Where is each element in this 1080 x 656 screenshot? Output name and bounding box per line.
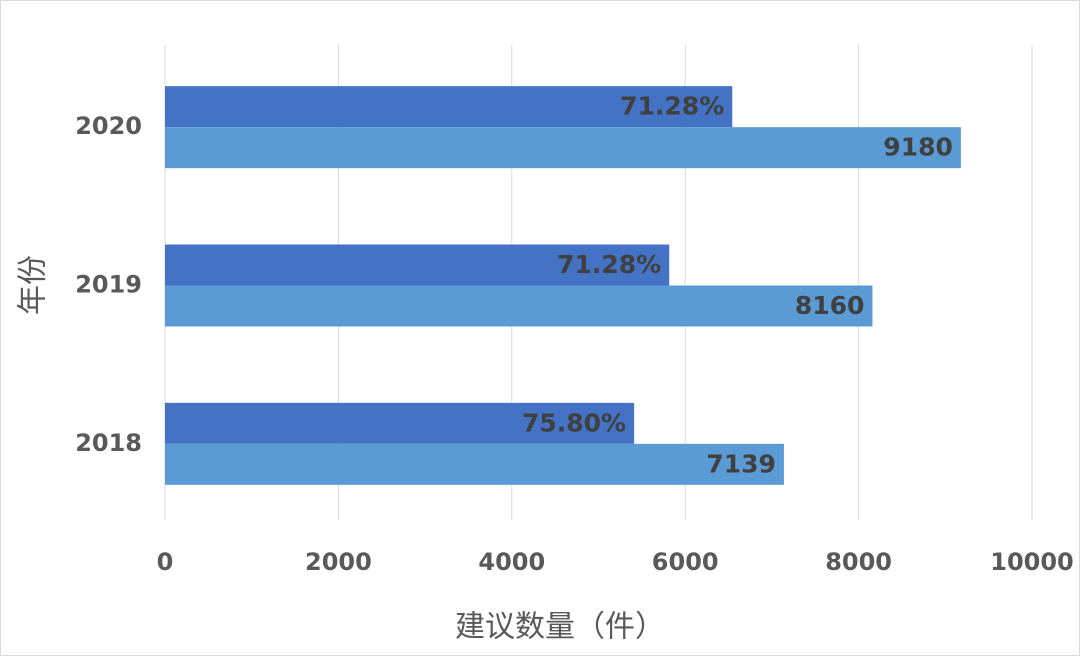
x-axis-label: 建议数量（件） <box>455 610 665 645</box>
bar <box>165 127 961 169</box>
bar <box>165 244 670 286</box>
value-label: 8160 <box>795 291 865 320</box>
y-tick-label: 2018 <box>75 429 142 457</box>
value-label: 7139 <box>706 449 776 478</box>
x-tick-label: 6000 <box>652 548 719 576</box>
bar <box>165 443 784 485</box>
bar <box>165 285 873 327</box>
y-tick-label: 2019 <box>75 271 142 299</box>
value-label: 71.28% <box>557 250 661 279</box>
bar <box>165 86 733 128</box>
bar <box>165 402 635 444</box>
value-label: 75.80% <box>522 408 626 437</box>
value-label: 9180 <box>883 133 953 162</box>
x-tick-label: 10000 <box>990 548 1074 576</box>
value-label: 71.28% <box>620 92 724 121</box>
x-tick-label: 4000 <box>478 548 545 576</box>
x-tick-label: 0 <box>157 548 174 576</box>
y-axis-label: 年份 <box>16 255 51 315</box>
x-tick-label: 8000 <box>825 548 892 576</box>
x-tick-label: 2000 <box>305 548 372 576</box>
y-tick-label: 2020 <box>75 112 142 140</box>
